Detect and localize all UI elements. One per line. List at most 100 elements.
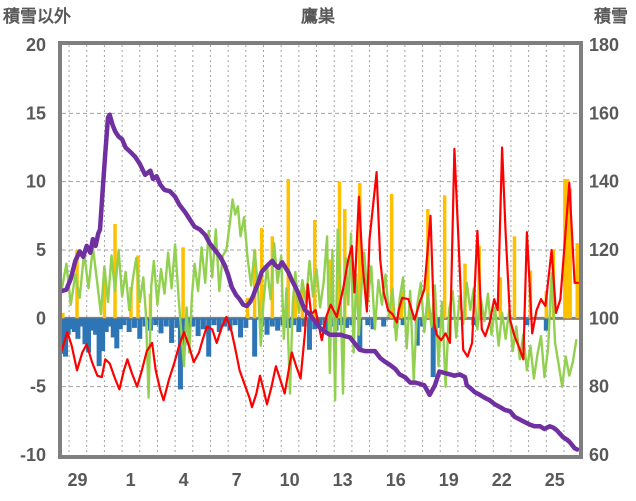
blue-bars-bar xyxy=(153,318,159,326)
x-axis-tick-label: 25 xyxy=(545,470,565,490)
x-axis-tick-label: 16 xyxy=(386,470,406,490)
orange-bars-bar xyxy=(426,209,430,319)
blue-bars-bar xyxy=(206,318,212,357)
blue-bars-bar xyxy=(195,318,201,337)
blue-bars-bar xyxy=(269,318,275,327)
orange-bars-bar xyxy=(113,224,117,319)
blue-bars-bar xyxy=(89,318,95,331)
blue-bars-bar xyxy=(243,318,249,328)
blue-bars-bar xyxy=(158,318,164,334)
blue-bars-bar xyxy=(110,318,116,338)
orange-bars-bar xyxy=(252,250,257,319)
orange-bars-bar xyxy=(61,312,65,319)
blue-bars-bar xyxy=(121,318,127,326)
left-axis-tick-label: 0 xyxy=(36,308,46,328)
blue-bars-bar xyxy=(252,318,258,357)
blue-bars-bar xyxy=(137,318,143,339)
blue-bars-bar xyxy=(75,318,81,339)
right-axis-tick-label: 100 xyxy=(589,308,619,328)
right-axis-tick-label: 80 xyxy=(589,377,609,397)
orange-bars-bar xyxy=(575,243,579,319)
blue-bars-bar xyxy=(177,318,183,390)
right-axis-title: 積雪 xyxy=(594,7,628,26)
blue-bars-bar xyxy=(296,318,302,332)
blue-bars-bar xyxy=(370,318,376,330)
blue-bars-bar xyxy=(78,318,84,327)
blue-bars-bar xyxy=(430,318,436,378)
orange-bars-bar xyxy=(328,259,332,319)
blue-bars-bar xyxy=(71,318,77,332)
blue-bars-bar xyxy=(317,318,323,326)
right-axis-tick-label: 60 xyxy=(589,445,609,465)
orange-bars-bar xyxy=(181,247,185,319)
left-axis-tick-label: 20 xyxy=(26,35,46,55)
left-axis-tick-label: 10 xyxy=(26,172,46,192)
orange-bars-bar xyxy=(313,219,317,319)
orange-bars-bar xyxy=(102,271,107,319)
orange-bars-bar xyxy=(568,188,572,319)
right-axis-tick-label: 120 xyxy=(589,240,619,260)
blue-bars-bar xyxy=(301,318,307,327)
blue-bars-bar xyxy=(232,318,238,326)
blue-bars-bar xyxy=(107,318,113,327)
blue-bars-bar xyxy=(103,318,109,332)
blue-bars-bar xyxy=(381,318,387,327)
x-axis-tick-label: 7 xyxy=(232,470,242,490)
x-axis-tick-label: 19 xyxy=(439,470,459,490)
blue-bars-bar xyxy=(264,318,270,335)
blue-bars-bar xyxy=(365,318,371,326)
blue-bars-bar xyxy=(96,318,102,367)
snow-depth-purple-line xyxy=(59,112,580,452)
blue-bars-bar xyxy=(114,318,120,349)
orange-bars-bar xyxy=(245,297,250,319)
blue-bars-bar xyxy=(216,318,222,332)
blue-bars-bar xyxy=(291,318,297,326)
blue-bars-bar xyxy=(169,318,175,343)
chart-title: 鷹巣 xyxy=(301,7,335,26)
blue-bars-bar xyxy=(68,318,74,330)
x-axis-tick-label: 29 xyxy=(68,470,88,490)
right-axis-tick-label: 160 xyxy=(589,103,619,123)
blue-bars-bar xyxy=(174,318,180,328)
blue-bars-bar xyxy=(543,318,549,331)
x-axis-tick-label: 4 xyxy=(179,470,189,490)
right-axis-tick-label: 180 xyxy=(589,35,619,55)
orange-bars-bar xyxy=(512,236,517,319)
orange-bars-bar xyxy=(389,193,394,319)
plot-border xyxy=(58,41,583,459)
blue-bars-bar xyxy=(238,318,244,338)
x-axis-tick-label: 1 xyxy=(126,470,136,490)
orange-bars-bar xyxy=(286,178,290,319)
x-axis-tick-label: 22 xyxy=(492,470,512,490)
blue-bars-bar xyxy=(275,318,281,331)
blue-bars-bar xyxy=(190,318,196,327)
blue-bars-bar xyxy=(126,318,132,332)
blue-bars-bar xyxy=(65,318,71,335)
blue-bars-bar xyxy=(100,318,106,352)
blue-bars-bar xyxy=(435,318,441,328)
orange-bars-bar xyxy=(358,183,362,319)
left-axis-title: 積雪以外 xyxy=(3,7,71,26)
left-axis-tick-label: 5 xyxy=(36,240,46,260)
x-axis-tick-label: 10 xyxy=(280,470,300,490)
blue-bars-bar xyxy=(344,318,350,328)
blue-bars-bar xyxy=(306,318,312,350)
blue-bars-bar xyxy=(200,318,206,330)
orange-bars-bar xyxy=(442,195,447,319)
orange-bars-bar xyxy=(565,178,570,319)
blue-bars-bar xyxy=(93,318,99,335)
blue-bars-bar xyxy=(86,318,92,353)
blue-bars-bar xyxy=(414,318,420,346)
blue-bars-bar xyxy=(117,318,123,330)
blue-bars-bar xyxy=(163,318,169,327)
left-axis-tick-label: -5 xyxy=(30,377,46,397)
blue-bars-bar xyxy=(524,318,530,326)
blue-bars-bar xyxy=(400,318,406,326)
blue-bars-bar xyxy=(82,318,88,345)
orange-bars-bar xyxy=(498,277,503,319)
green-line xyxy=(60,198,578,402)
right-axis-tick-label: 140 xyxy=(589,172,619,192)
blue-bars-bar xyxy=(131,318,137,328)
